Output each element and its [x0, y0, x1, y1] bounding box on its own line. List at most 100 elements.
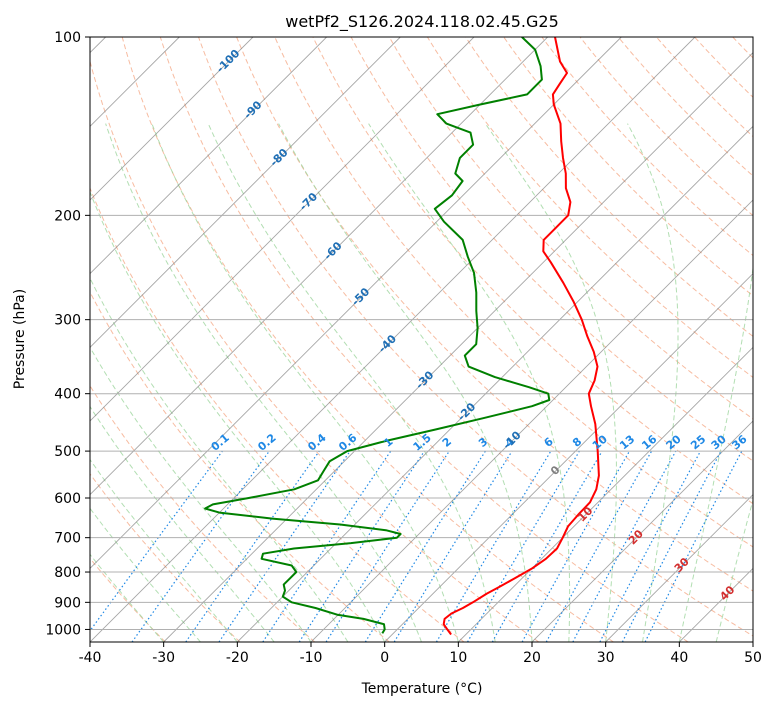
x-tick-label: -30 — [152, 650, 175, 666]
isotherm-line — [90, 37, 622, 569]
mixing-ratio-line — [572, 450, 677, 642]
mixing-ratio-label: 8 — [570, 435, 584, 450]
mixing-ratio-label: 0.1 — [209, 431, 232, 453]
mixing-ratio-label: 0.2 — [255, 431, 278, 453]
mixing-ratio-label: 30 — [709, 432, 729, 452]
moist-adiabat — [484, 123, 617, 642]
mixing-ratio-line — [298, 450, 425, 642]
y-axis-ticks: 1000 900 800 700 600 500 400 300 200 100 — [45, 30, 90, 638]
moist-adiabat — [90, 190, 386, 642]
mixing-ratio-line — [131, 450, 270, 642]
moist-adiabat — [90, 507, 201, 642]
dry-adiabat — [90, 186, 465, 642]
moist-adiabat — [278, 123, 533, 642]
moist-adiabat — [368, 123, 571, 642]
mixing-ratio-label: 10 — [590, 432, 610, 452]
dry-adiabat — [465, 37, 753, 338]
isotherm-line — [90, 37, 548, 496]
isotherm-line — [384, 273, 753, 642]
moist-adiabat — [678, 264, 753, 642]
background-lines — [90, 37, 775, 642]
dry-adiabat — [771, 37, 775, 642]
mixing-ratio-label: 0.4 — [305, 431, 329, 454]
isotherm-line — [90, 37, 254, 201]
x-tick-label: 20 — [523, 650, 541, 666]
isotherm-label-warm: 20 — [626, 527, 646, 547]
x-axis-ticks: -40 -30 -20 -10 0 10 20 30 40 50 — [79, 642, 762, 666]
mixing-ratio-label: 20 — [664, 432, 684, 452]
dry-adiabat — [541, 37, 753, 257]
dry-adiabat — [732, 37, 753, 59]
x-tick-label: -10 — [300, 650, 323, 666]
moist-adiabat — [90, 405, 275, 642]
y-axis-label: Pressure (hPa) — [12, 289, 28, 389]
isotherm-label: -10 — [500, 428, 523, 451]
y-tick-label: 400 — [54, 387, 81, 403]
dry-adiabat — [350, 37, 753, 462]
mixing-ratio-label: 13 — [617, 433, 637, 453]
y-tick-label: 1000 — [45, 622, 81, 638]
pressure-grid — [90, 37, 753, 630]
mixing-ratio-label: 1 — [381, 435, 395, 450]
dry-adiabat — [503, 37, 753, 297]
isotherm-line — [237, 125, 753, 642]
x-tick-label: 10 — [449, 650, 467, 666]
moist-adiabat — [207, 123, 496, 642]
isotherm-line — [163, 52, 753, 642]
isotherm-label-warm: 10 — [575, 504, 595, 524]
isotherm-label: -50 — [349, 285, 372, 308]
isotherm-line — [752, 641, 753, 642]
isotherm-line — [605, 494, 753, 642]
mixing-ratio-label: 36 — [730, 432, 750, 452]
x-tick-label: 40 — [670, 650, 688, 666]
y-tick-label: 700 — [54, 531, 81, 547]
mixing-ratio-label: 2 — [440, 435, 454, 450]
dry-adiabat — [90, 291, 390, 642]
isotherm-label: -80 — [267, 146, 290, 169]
isotherm-line — [90, 37, 696, 642]
isotherm-label: -70 — [297, 190, 320, 213]
isotherm-line — [679, 567, 753, 642]
isotherm-label: -90 — [241, 98, 264, 121]
dry-adiabat — [198, 37, 753, 637]
x-axis-label: Temperature (°C) — [361, 681, 483, 697]
y-tick-label: 300 — [54, 313, 81, 329]
dry-adiabat — [90, 557, 166, 642]
x-tick-label: 50 — [744, 650, 762, 666]
dry-adiabat — [236, 37, 753, 592]
dry-adiabat — [121, 37, 614, 642]
moist-adiabat — [715, 498, 753, 642]
mixing-ratio-line — [521, 450, 631, 642]
mixing-ratio-line — [644, 450, 743, 642]
x-tick-label: 30 — [597, 650, 615, 666]
mixing-ratio-label: 0.6 — [336, 431, 360, 454]
dry-adiabat — [90, 59, 540, 642]
mixing-ratio-label: 25 — [688, 433, 708, 453]
x-tick-label: -40 — [79, 650, 102, 666]
dewpoint-profile — [204, 37, 551, 634]
dry-adiabat — [426, 37, 753, 379]
profile-lines — [204, 37, 600, 636]
isotherm-label: -100 — [214, 47, 243, 76]
isotherm-line — [90, 37, 327, 275]
moist-adiabat — [90, 346, 312, 642]
mixing-ratio-line — [90, 450, 223, 632]
dry-adiabat — [656, 37, 753, 138]
mixing-ratio-line — [393, 450, 513, 642]
isotherm-line — [531, 420, 753, 642]
mixing-ratio-line — [621, 450, 722, 642]
y-tick-label: 600 — [54, 491, 81, 507]
x-tick-label: -20 — [226, 650, 249, 666]
isotherm-label-warm: 40 — [717, 583, 737, 603]
mixing-ratio-label: 16 — [639, 432, 659, 452]
dry-adiabat — [694, 37, 753, 98]
isotherm-line — [458, 346, 753, 642]
chart-title: wetPf2_S126.2024.118.02.45.G25 — [285, 12, 559, 32]
mixing-ratio-line — [185, 450, 320, 642]
isotherm-line — [90, 37, 475, 422]
mixing-ratio-line — [364, 450, 486, 642]
y-tick-label: 900 — [54, 595, 81, 611]
dry-adiabat — [159, 37, 689, 642]
isotherm-line — [90, 37, 401, 348]
y-tick-label: 100 — [54, 30, 81, 46]
